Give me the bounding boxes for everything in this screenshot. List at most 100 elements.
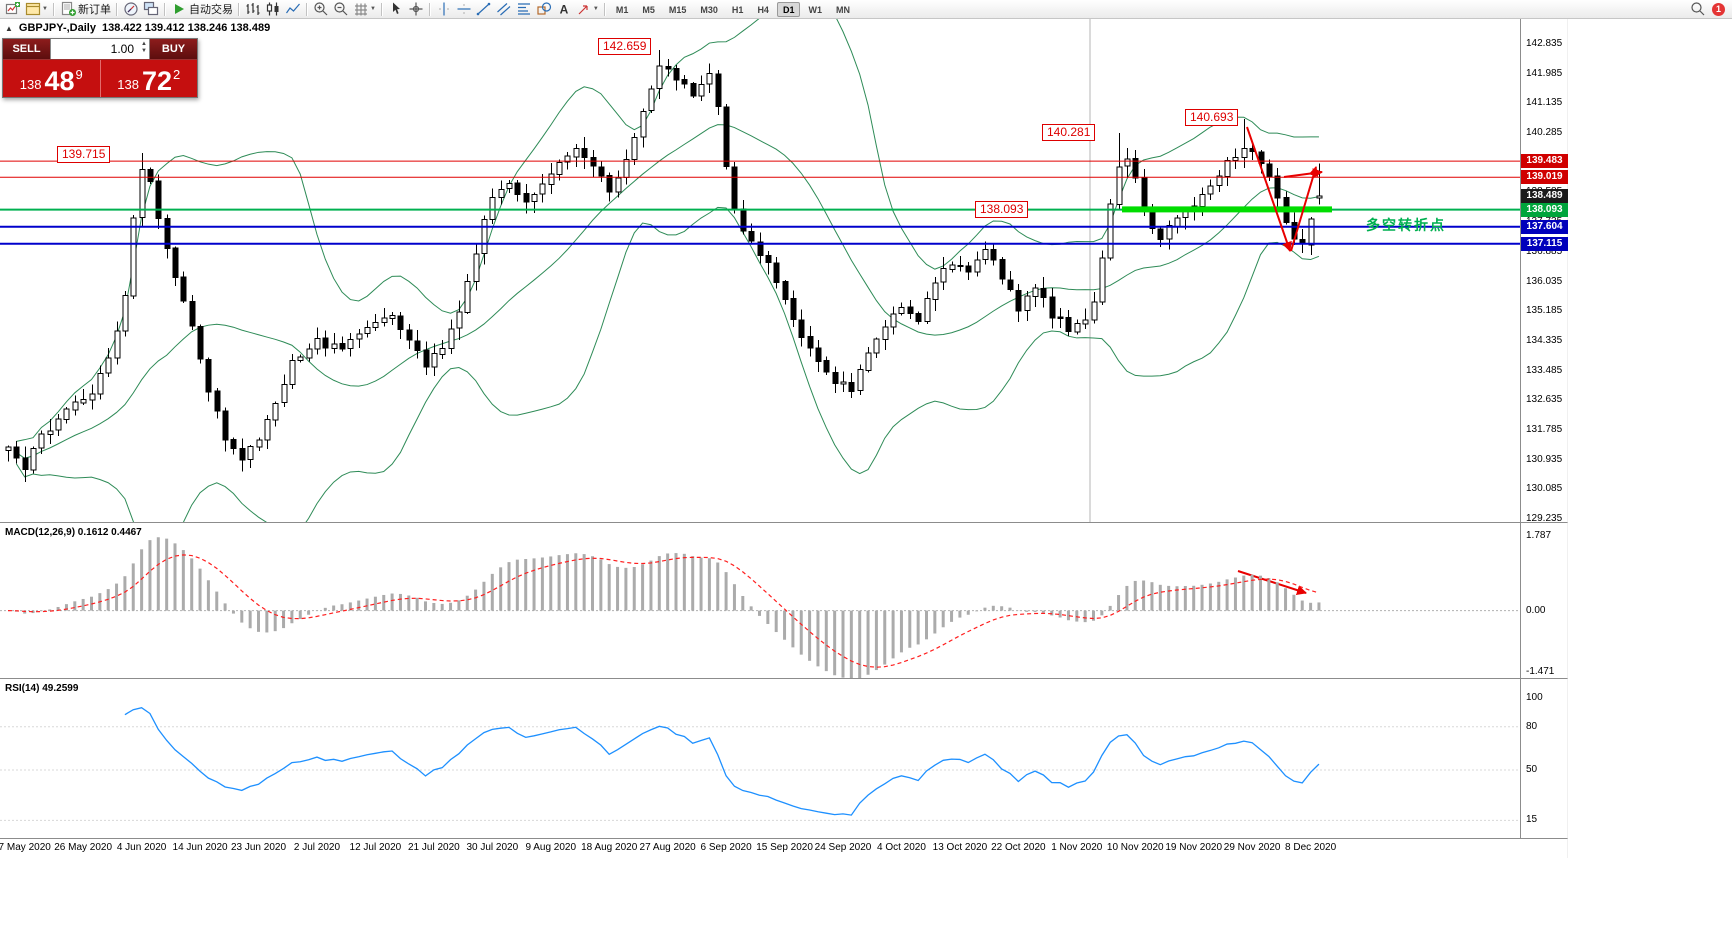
new-order-button-label: 新订单: [77, 4, 111, 16]
strategy-tester-button[interactable]: [121, 1, 141, 18]
timeframe-m5-button[interactable]: M5: [642, 4, 655, 15]
toolbar-separator: [603, 2, 606, 16]
price-callout-139.715[interactable]: 139.715: [57, 146, 111, 163]
autotrading-button-label: 自动交易: [188, 4, 233, 16]
zoom-out-button[interactable]: [331, 1, 351, 18]
bollinger-lower-band: [15, 206, 1320, 522]
support-zone-line[interactable]: [1122, 206, 1332, 213]
toolbar-buttons: ▼ 新订单 自动交易 ▼ A ▼: [3, 0, 609, 18]
arrows-button[interactable]: ▼: [574, 1, 601, 18]
toolbar: ▼ 新订单 自动交易 ▼ A ▼ M1 M5 M15 M30 H1 H4 D1 W1 MN 1: [0, 0, 1732, 19]
date-axis-label: 23 Jun 2020: [230, 842, 287, 853]
price-callout-140.281[interactable]: 140.281: [1042, 124, 1096, 141]
price-axis-tick: 132.635: [1526, 394, 1563, 406]
chevron-down-icon: ▼: [42, 6, 48, 12]
candlestick-chart-button[interactable]: [263, 1, 283, 18]
shapes-button[interactable]: [534, 1, 554, 18]
volume-down-icon[interactable]: ▼: [141, 48, 147, 54]
tile-windows-button[interactable]: [141, 1, 161, 18]
price-axis-tick: 133.485: [1526, 364, 1563, 376]
search-button[interactable]: [1688, 1, 1708, 18]
date-axis-label: 18 Aug 2020: [581, 842, 638, 853]
date-axis-label: 13 Oct 2020: [932, 842, 988, 853]
toolbar-separator: [115, 2, 118, 16]
chart-profiles-button[interactable]: ▼: [23, 1, 50, 18]
timeframe-h4-button[interactable]: H4: [757, 4, 769, 15]
compass-icon: [124, 2, 138, 16]
new-order-button[interactable]: 新订单: [58, 1, 113, 18]
channel-icon: [497, 3, 511, 16]
toolbar-separator: [305, 2, 308, 16]
volume-input[interactable]: 1.00 ▲ ▼: [50, 39, 150, 59]
buy-button[interactable]: BUY: [150, 39, 197, 59]
chevron-down-icon: ▼: [369, 6, 376, 12]
vertical-line-button[interactable]: [434, 1, 454, 18]
notification-badge[interactable]: 1: [1712, 2, 1725, 16]
timeframe-d1-button[interactable]: D1: [776, 1, 801, 17]
zoom-in-button[interactable]: [311, 1, 331, 18]
zoomout-icon: [334, 2, 348, 16]
text-label-button[interactable]: A: [554, 1, 574, 18]
volume-stepper[interactable]: ▲ ▼: [141, 41, 147, 55]
macd-arrow[interactable]: [1237, 570, 1307, 595]
price-axis-tick: 141.985: [1526, 67, 1563, 79]
line-chart-button[interactable]: [283, 1, 303, 18]
price-tag-138.093: 138.093: [1521, 202, 1568, 217]
arrowtool-icon: [578, 5, 588, 15]
buy-price-panel[interactable]: 138 72 2: [100, 60, 197, 97]
horizontal-line-button[interactable]: [454, 1, 474, 18]
macd-axis-tick: 0.00: [1526, 604, 1546, 616]
fibo-icon: [517, 3, 530, 15]
candlesticks: [5, 50, 1323, 482]
sell-price-pips: 48: [44, 66, 75, 96]
timeframe-mn-button[interactable]: MN: [835, 4, 850, 15]
price-callout-138.093[interactable]: 138.093: [975, 201, 1029, 218]
price-tag-138.489: 138.489: [1521, 188, 1568, 203]
macd-axis-tick: 1.787: [1526, 530, 1552, 541]
volume-up-icon[interactable]: ▲: [141, 41, 147, 47]
macd-axis-tick: -1.471: [1526, 665, 1555, 677]
trendline-button[interactable]: [474, 1, 494, 18]
toolbar-separator: [380, 2, 383, 16]
flat-arrow[interactable]: [1283, 168, 1323, 179]
buy-price-big-figure: 138: [117, 77, 139, 92]
timeframe-w1-button[interactable]: W1: [808, 4, 822, 15]
date-axis-label: 27 Aug 2020: [639, 842, 696, 853]
bar-chart-button[interactable]: [243, 1, 263, 18]
cursor-icon: [392, 2, 400, 14]
bollinger-middle-band: [16, 124, 1320, 459]
date-axis-label: 15 Sep 2020: [756, 842, 813, 853]
down-leg-arrow[interactable]: [1246, 126, 1292, 252]
windows-icon: [143, 1, 159, 16]
cursor-button[interactable]: [386, 1, 406, 18]
price-callout-142.659[interactable]: 142.659: [598, 38, 652, 55]
timeframe-h1-button[interactable]: H1: [731, 4, 744, 15]
timeframe-m15-button[interactable]: M15: [668, 4, 687, 15]
profile-icon: [25, 2, 41, 16]
hline-icon: [457, 4, 471, 14]
timeframe-m30-button[interactable]: M30: [700, 4, 718, 15]
date-axis-label: 6 Sep 2020: [700, 842, 752, 853]
indicators-button[interactable]: ▼: [351, 1, 378, 18]
price-callout-140.693[interactable]: 140.693: [1185, 109, 1239, 126]
chart-canvas[interactable]: [0, 0, 1568, 858]
timeframe-m1-button[interactable]: M1: [615, 4, 629, 15]
chevron-down-icon: ▼: [592, 6, 599, 12]
sell-price-panel[interactable]: 138 48 9: [3, 60, 101, 97]
buy-price-pipette: 2: [173, 67, 181, 82]
sell-button[interactable]: SELL: [3, 39, 50, 59]
tline-icon: [476, 2, 491, 16]
up-leg-arrow[interactable]: [1290, 166, 1319, 252]
chart-note[interactable]: 多空转折点: [1366, 217, 1446, 233]
new-chart-button[interactable]: [3, 1, 23, 18]
autotrading-button[interactable]: 自动交易: [169, 1, 235, 18]
crosshair-button[interactable]: [406, 1, 426, 18]
volume-value: 1.00: [110, 42, 134, 56]
price-axis-tick: 136.035: [1526, 275, 1563, 287]
crosshair-icon: [409, 2, 423, 16]
collapse-icon[interactable]: ▲: [5, 24, 13, 33]
channel-button[interactable]: [494, 1, 514, 18]
fibonacci-button[interactable]: [514, 1, 534, 18]
macd-signal-line: [7, 554, 1320, 668]
svg-text:A: A: [560, 3, 569, 17]
